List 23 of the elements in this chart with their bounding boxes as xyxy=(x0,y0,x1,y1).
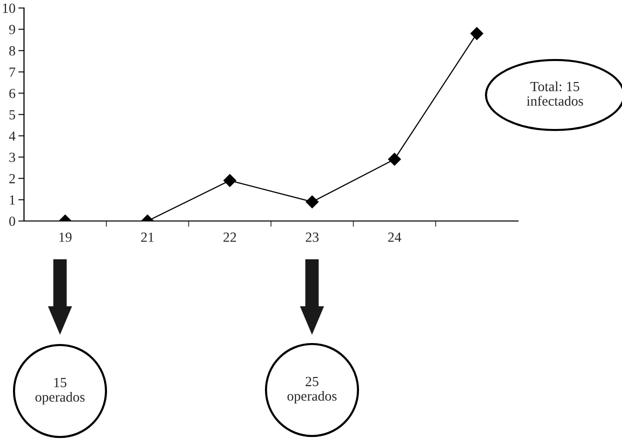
y-tick-label: 8 xyxy=(9,46,16,56)
y-tick-label: 3 xyxy=(9,152,16,162)
y-tick-label: 2 xyxy=(9,174,15,184)
y-tick-label: 9 xyxy=(9,24,16,34)
x-tick-label: 22 xyxy=(224,232,236,242)
y-tick-label: 0 xyxy=(9,216,16,226)
x-tick-label: 24 xyxy=(388,232,402,242)
y-tick-label: 1 xyxy=(10,195,15,205)
y-tick-label: 7 xyxy=(10,68,16,77)
y-tick-label: 10 xyxy=(3,4,16,13)
point xyxy=(223,174,236,187)
y-tick-label: 4 xyxy=(8,131,16,141)
text: 25 operados xyxy=(287,376,337,404)
point xyxy=(306,195,319,208)
point xyxy=(470,27,484,40)
y-tick-label: 5 xyxy=(10,110,16,120)
x-tick-label: 19 xyxy=(59,232,72,242)
x-tick-label: 23 xyxy=(306,232,319,242)
text: Total: 15 infectados xyxy=(526,81,584,106)
point xyxy=(388,152,401,166)
x-tick-label: 21 xyxy=(141,232,154,242)
text: 15 operados xyxy=(35,378,85,405)
y-tick-label: 6 xyxy=(9,88,16,98)
